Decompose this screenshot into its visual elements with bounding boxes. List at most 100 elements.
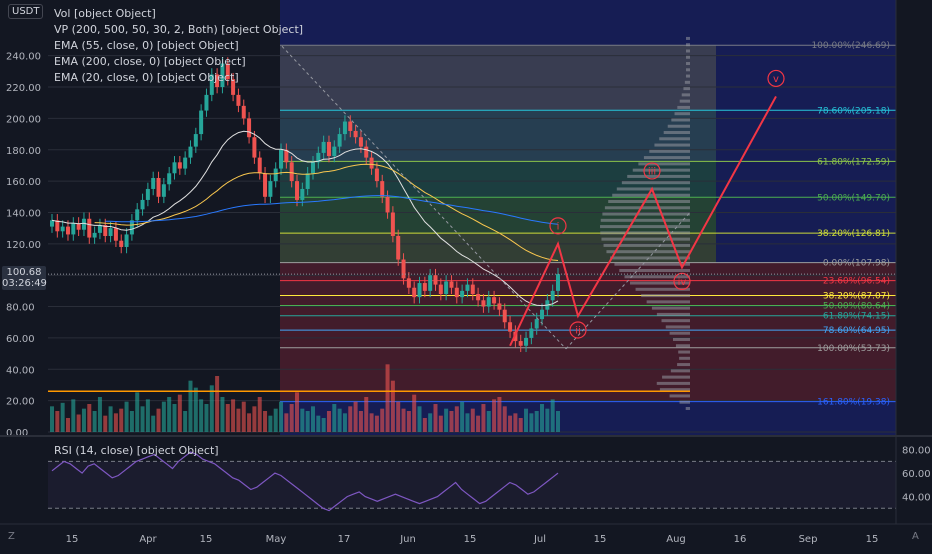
volume-profile-bar [603, 243, 690, 247]
volume-bar [380, 408, 385, 432]
auto-scale-button[interactable]: A [912, 531, 919, 542]
candle-body [231, 79, 236, 95]
fib-label: 23.60%(96.54) [823, 277, 890, 287]
wave-label: iii [648, 166, 656, 177]
candle-body [337, 134, 342, 147]
volume-bar [295, 392, 300, 432]
volume-bar [241, 401, 246, 432]
candle-body [87, 218, 92, 238]
volume-bar [225, 404, 230, 432]
volume-bar [326, 411, 331, 432]
fib-upper-zone [280, 45, 716, 111]
volume-bar [348, 406, 353, 432]
volume-bar [151, 415, 156, 432]
volume-profile-bar [667, 124, 690, 128]
volume-profile-bar [612, 193, 690, 197]
candle-body [470, 284, 475, 295]
volume-profile-bar [686, 62, 690, 66]
candle-body [129, 220, 134, 235]
fib-label: 38.20%(87.07) [823, 291, 890, 301]
volume-bar [422, 418, 427, 432]
rsi-legend[interactable]: RSI (14, close) [object Object] [54, 444, 219, 457]
legend-ema20[interactable]: EMA (20, close, 0) [object Object] [54, 71, 239, 84]
candle-body [481, 300, 486, 307]
volume-profile-bar [616, 187, 690, 191]
rsi-band [48, 461, 896, 509]
bar-countdown: 03:26:49 [2, 278, 47, 289]
volume-bar [332, 404, 337, 432]
price-tick-label: 180.00 [6, 146, 41, 157]
candle-body [65, 226, 70, 235]
price-tick-label: 120.00 [6, 240, 41, 251]
volume-bar [486, 411, 491, 432]
wave-marker [549, 217, 567, 235]
volume-bar [161, 401, 166, 432]
candle-body [358, 137, 363, 147]
candle-body [502, 309, 507, 323]
candle-body [401, 259, 406, 279]
ema200-line [105, 195, 559, 225]
volume-profile-bar [677, 363, 690, 367]
wave-label: i [557, 221, 560, 232]
candle-body [492, 297, 497, 304]
candle-body [172, 162, 177, 174]
candle-body [326, 141, 331, 157]
volume-bar [188, 380, 193, 432]
zoom-button[interactable]: Z [8, 531, 15, 542]
volume-bar [156, 408, 161, 432]
candle-body [540, 309, 545, 320]
volume-bar [529, 413, 534, 432]
candle-body [342, 121, 347, 135]
volume-profile-bar [671, 118, 690, 122]
candle-body [108, 228, 113, 236]
legend-ema55[interactable]: EMA (55, close, 0) [object Object] [54, 39, 239, 52]
volume-bar [220, 397, 225, 432]
volume-bar [550, 399, 555, 432]
legend-vol[interactable]: Vol [object Object] [54, 7, 156, 20]
candle-body [305, 173, 310, 189]
candle-body [289, 162, 294, 182]
volume-bar [257, 397, 262, 432]
candle-body [529, 328, 534, 338]
volume-bar [417, 406, 422, 432]
candle-body [417, 283, 422, 298]
volume-profile-bar [601, 237, 690, 241]
candle-body [215, 74, 220, 88]
candle-body [252, 137, 257, 158]
volume-profile-bar [686, 49, 690, 53]
candle-body [534, 319, 539, 329]
legend-ema200[interactable]: EMA (200, close, 0) [object Object] [54, 55, 246, 68]
volume-profile-bar [600, 225, 690, 229]
volume-bar [342, 413, 347, 432]
candle-body [119, 240, 124, 247]
candle-body [390, 212, 395, 236]
candle-body [279, 149, 284, 169]
volume-profile-bar [686, 55, 690, 59]
volume-bar [60, 402, 65, 432]
candle-body [518, 341, 523, 346]
volume-profile-bar [661, 319, 690, 323]
volume-profile-bar [685, 74, 690, 78]
candle-body [257, 157, 262, 174]
volume-bar [396, 401, 401, 432]
volume-bar [428, 413, 433, 432]
volume-bar [401, 408, 406, 432]
legend-vp[interactable]: VP (200, 500, 50, 30, 2, Both) [object O… [54, 23, 304, 36]
candle-body [353, 130, 358, 138]
volume-bar [476, 415, 481, 432]
volume-bar [444, 408, 449, 432]
volume-profile-bar [649, 149, 690, 153]
time-tick-label: May [266, 534, 287, 545]
volume-bar [124, 401, 129, 432]
volume-bar [172, 404, 177, 432]
volume-bar [300, 408, 305, 432]
volume-profile-bar [604, 206, 690, 210]
candle-body [454, 287, 459, 298]
candle-body [433, 275, 438, 285]
volume-bar [556, 411, 560, 432]
ema55-line [94, 163, 559, 261]
candle-body [81, 218, 86, 230]
candle-body [486, 297, 491, 307]
